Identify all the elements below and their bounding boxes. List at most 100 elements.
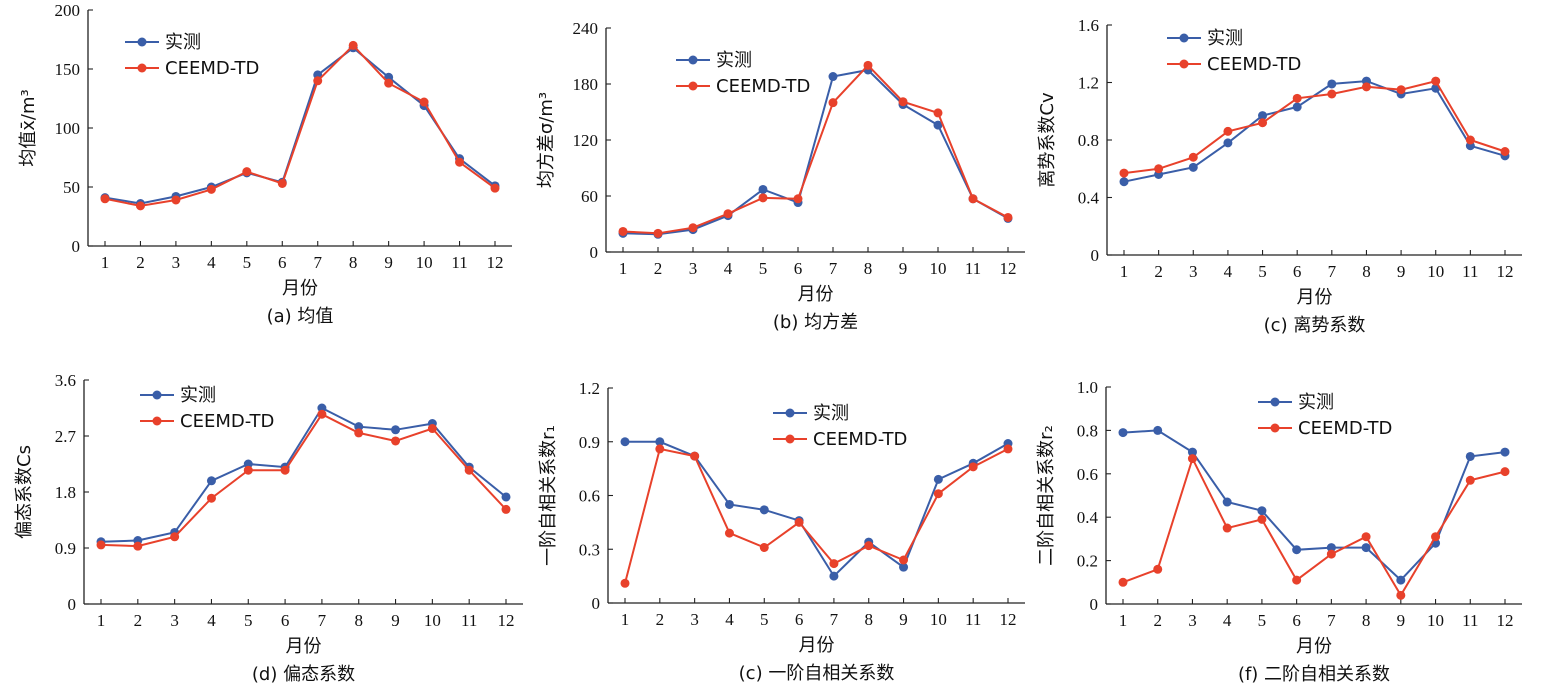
point-f-1-3 — [1222, 523, 1232, 533]
point-d-0-4 — [243, 459, 253, 469]
y-tick-label-d-0: 0 — [68, 595, 77, 614]
y-axis-title-b: 均方差σ/m³ — [536, 92, 557, 188]
x-tick-label-d-3: 4 — [207, 611, 216, 630]
y-tick-label-c1-2: 0.8 — [1078, 131, 1099, 150]
y-tick-label-d-2: 1.8 — [55, 483, 76, 502]
chart-panel-f: 0 0.2 0.4 0.6 0.8 1.0 1 2 3 4 5 6 7 8 9 10 11 12 月份 (f) 二阶自… — [1030, 355, 1542, 697]
x-tick-label-f-0: 1 — [1119, 611, 1128, 630]
x-tick-label-b-10: 11 — [965, 259, 981, 278]
x-tick-label-c2-6: 7 — [830, 610, 839, 629]
series-line-c1-1 — [1123, 79, 1506, 175]
x-tick-label-c1-7: 8 — [1362, 262, 1371, 281]
y-tick-label-f-4: 0.8 — [1077, 421, 1098, 440]
point-c1-1-3 — [1223, 126, 1233, 136]
legend-label-f-1: CEEMD-TD — [1298, 418, 1392, 439]
y-tick-label-d-3: 2.7 — [55, 427, 77, 446]
x-tick-label-b-2: 3 — [689, 259, 698, 278]
point-c1-0-0 — [1119, 177, 1129, 187]
point-a-1-11 — [490, 183, 500, 193]
x-tick-label-a-8: 9 — [384, 253, 393, 272]
x-tick-label-d-5: 6 — [281, 611, 290, 630]
point-f-1-6 — [1326, 549, 1336, 559]
series-line-d-1 — [100, 412, 507, 548]
x-tick-label-a-2: 3 — [172, 253, 181, 272]
point-a-1-0 — [100, 194, 110, 204]
y-tick-label-f-5: 1.0 — [1077, 378, 1098, 397]
point-c2-0-3 — [724, 499, 734, 509]
point-d-1-2 — [170, 532, 180, 542]
x-tick-label-b-4: 5 — [759, 259, 768, 278]
y-tick-label-b-4: 240 — [573, 19, 599, 38]
x-tick-label-c1-10: 11 — [1462, 262, 1478, 281]
point-d-1-3 — [206, 493, 216, 503]
point-b-1-7 — [863, 60, 873, 70]
chart-caption-b: (b) 均方差 — [773, 312, 858, 333]
point-b-1-8 — [898, 97, 908, 107]
y-tick-label-a-0: 0 — [72, 237, 81, 256]
y-tick-label-c1-4: 1.6 — [1078, 16, 1099, 35]
legend-label-c2-1: CEEMD-TD — [813, 429, 907, 450]
point-a-1-2 — [171, 195, 181, 205]
legend-marker-c2-1 — [785, 434, 795, 444]
x-tick-label-c1-11: 12 — [1497, 262, 1514, 281]
x-tick-label-f-8: 9 — [1397, 611, 1406, 630]
x-tick-label-b-1: 2 — [654, 259, 663, 278]
point-a-1-6 — [313, 76, 323, 86]
x-tick-label-c1-4: 5 — [1258, 262, 1267, 281]
point-c2-0-4 — [759, 505, 769, 515]
x-tick-label-d-4: 5 — [244, 611, 253, 630]
legend-marker-c2-0 — [785, 408, 795, 418]
chart-panel-b: 0 60 120 180 240 1 2 3 4 5 6 7 8 9 10 11 12 月份 (b) 均方差 均方差σ… — [515, 0, 1035, 340]
point-c2-1-5 — [794, 517, 804, 527]
y-tick-label-f-3: 0.6 — [1077, 465, 1098, 484]
y-tick-label-a-2: 100 — [55, 119, 81, 138]
point-c1-1-1 — [1154, 164, 1164, 174]
point-c1-1-4 — [1258, 118, 1268, 128]
x-tick-label-c1-1: 2 — [1154, 262, 1163, 281]
series-line-a-0 — [104, 46, 496, 205]
chart-caption-c2: (c) 一阶自相关系数 — [739, 663, 895, 684]
x-tick-label-b-5: 6 — [794, 259, 803, 278]
point-d-1-6 — [317, 409, 327, 419]
point-c2-0-6 — [829, 571, 839, 581]
legend-label-c1-1: CEEMD-TD — [1207, 54, 1301, 75]
point-c1-0-6 — [1327, 79, 1337, 89]
x-tick-label-a-1: 2 — [136, 253, 145, 272]
y-tick-label-f-2: 0.4 — [1077, 508, 1099, 527]
y-tick-label-d-4: 3.6 — [55, 371, 76, 390]
point-c2-1-10 — [968, 462, 978, 472]
x-tick-label-d-6: 7 — [318, 611, 327, 630]
x-tick-label-d-9: 10 — [424, 611, 441, 630]
y-tick-label-b-3: 180 — [573, 75, 599, 94]
point-d-1-11 — [501, 504, 511, 514]
x-tick-label-a-10: 11 — [451, 253, 467, 272]
x-tick-label-c2-9: 10 — [930, 610, 947, 629]
x-axis-title-b: 月份 — [798, 284, 834, 305]
y-axis-title-c2: 一阶自相关系数r₁ — [538, 425, 559, 566]
point-a-1-5 — [277, 178, 287, 188]
x-tick-label-c1-2: 3 — [1189, 262, 1198, 281]
point-d-0-7 — [354, 422, 364, 432]
x-tick-label-f-10: 11 — [1462, 611, 1478, 630]
point-f-0-7 — [1361, 543, 1371, 553]
y-tick-label-d-1: 0.9 — [55, 539, 76, 558]
point-c2-1-1 — [655, 444, 665, 454]
legend-label-d-1: CEEMD-TD — [180, 411, 274, 432]
point-b-1-0 — [618, 226, 628, 236]
x-tick-label-c2-2: 3 — [690, 610, 699, 629]
point-f-0-10 — [1465, 451, 1475, 461]
point-c2-1-9 — [933, 489, 943, 499]
series-line-a-1 — [104, 43, 496, 207]
point-c2-1-7 — [864, 541, 874, 551]
point-f-0-6 — [1326, 543, 1336, 553]
x-tick-label-a-4: 5 — [243, 253, 252, 272]
x-tick-label-f-11: 12 — [1497, 611, 1514, 630]
point-c2-1-0 — [620, 578, 630, 588]
point-f-1-1 — [1153, 564, 1163, 574]
point-f-1-4 — [1257, 514, 1267, 524]
point-d-0-6 — [317, 403, 327, 413]
x-axis-title-f: 月份 — [1296, 636, 1332, 657]
